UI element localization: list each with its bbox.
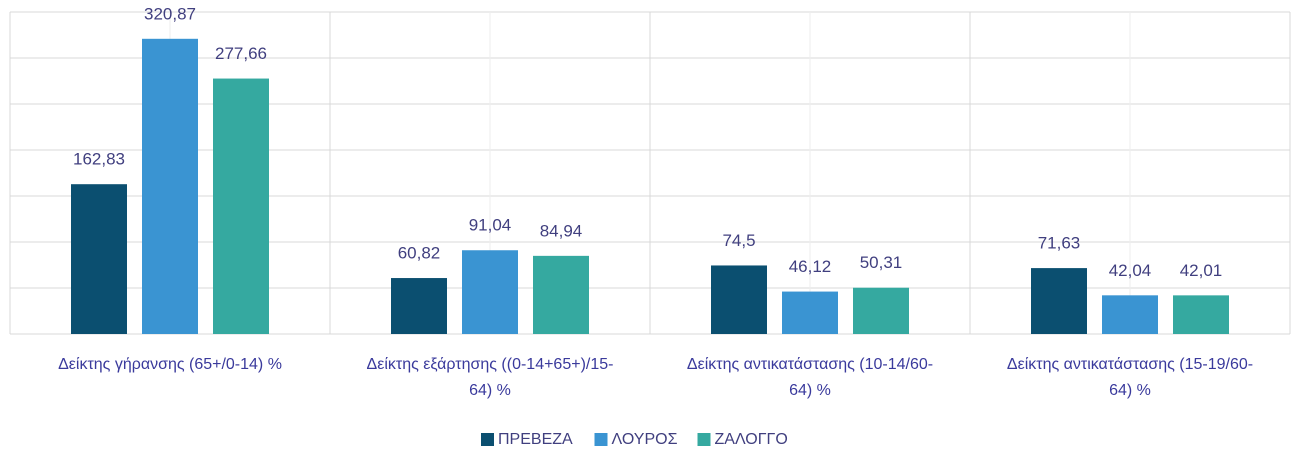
x-tick-label: Δείκτης αντικατάστασης (10-14/60-64) %	[686, 356, 934, 399]
x-tick-label: Δείκτης αντικατάστασης (15-19/60-64) %	[1006, 356, 1254, 399]
x-tick-label: Δείκτης εξάρτησης ((0-14+65+)/15-64) %	[366, 356, 614, 399]
data-label: 42,04	[1109, 261, 1152, 280]
bar	[711, 265, 767, 334]
bar	[71, 184, 127, 334]
legend-swatch	[481, 433, 494, 446]
bar	[391, 278, 447, 334]
bar	[462, 250, 518, 334]
data-label: 60,82	[398, 244, 441, 263]
bar	[853, 287, 909, 334]
data-label: 84,94	[540, 221, 583, 240]
bar	[142, 38, 198, 335]
data-label: 162,83	[73, 150, 125, 169]
data-label: 74,5	[722, 231, 755, 250]
bar	[213, 78, 269, 335]
legend-label: ΠΡΕΒΕΖΑ	[498, 431, 573, 448]
bar	[1102, 295, 1158, 334]
data-label: 277,66	[215, 44, 267, 63]
legend-swatch	[594, 433, 608, 446]
bar	[782, 291, 838, 334]
bar	[1031, 268, 1087, 334]
x-tick-label: Δείκτης γήρανσης (65+/0-14) %	[58, 356, 282, 373]
legend-swatch	[697, 433, 711, 446]
legend-label: ΛΟΥΡΟΣ	[612, 431, 678, 448]
data-label: 42,01	[1180, 261, 1223, 280]
legend-label: ΖΑΛΟΓΓΟ	[715, 431, 788, 448]
data-label: 71,63	[1038, 234, 1081, 253]
data-label: 46,12	[789, 257, 832, 276]
bar	[1173, 295, 1229, 334]
data-label: 320,87	[144, 4, 196, 23]
bar	[533, 255, 589, 334]
data-label: 91,04	[469, 216, 512, 235]
data-label: 50,31	[860, 253, 903, 272]
